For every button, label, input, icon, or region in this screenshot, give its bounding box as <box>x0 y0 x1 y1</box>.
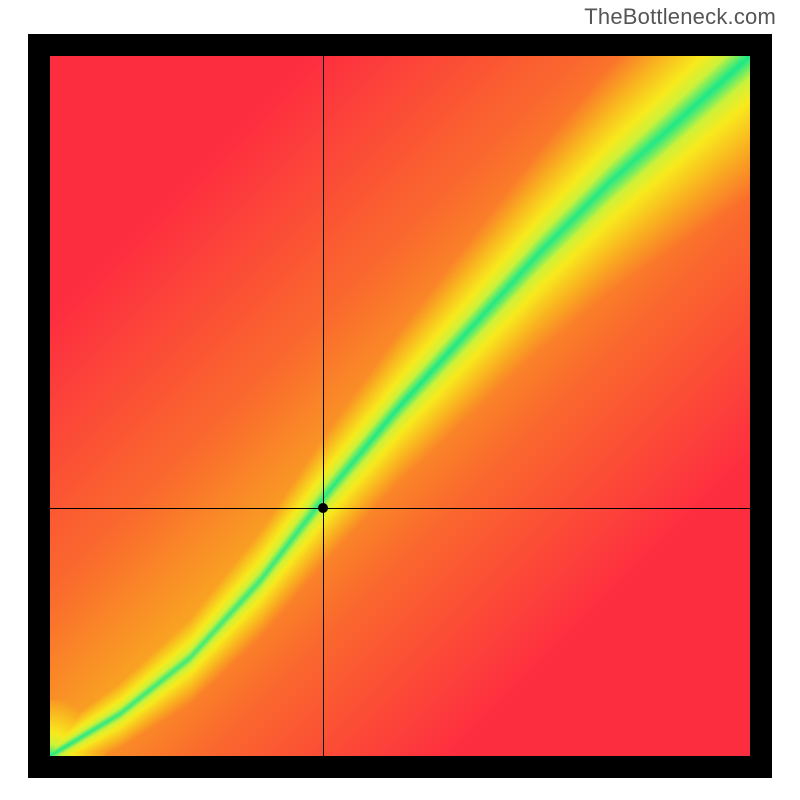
attribution-text: TheBottleneck.com <box>584 4 776 30</box>
crosshair-horizontal <box>50 508 750 509</box>
crosshair-marker <box>318 503 328 513</box>
crosshair-vertical <box>323 56 324 756</box>
plot-frame <box>28 34 772 778</box>
heatmap-canvas <box>50 56 750 756</box>
root-container: TheBottleneck.com <box>0 0 800 800</box>
